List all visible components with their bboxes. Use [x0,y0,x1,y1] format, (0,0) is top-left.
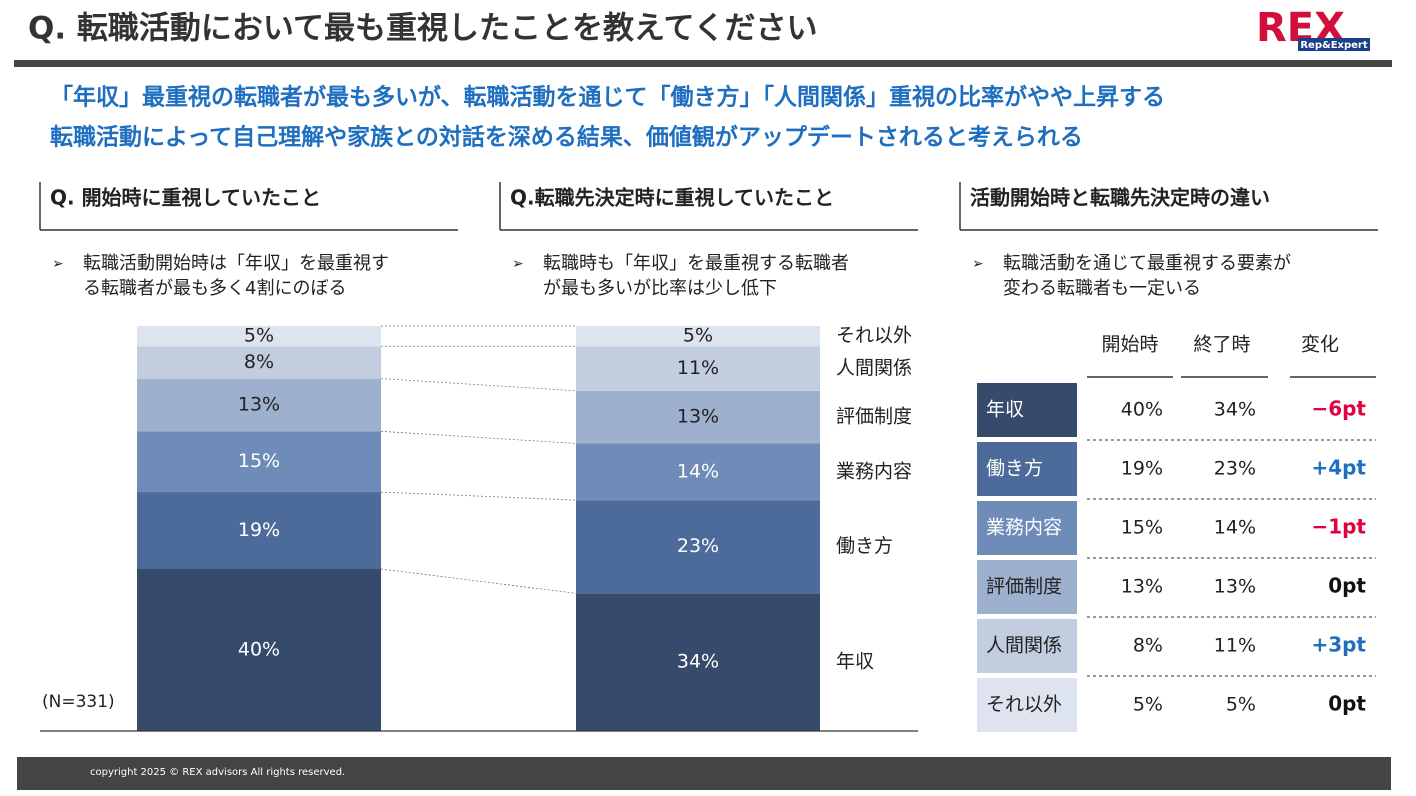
bullet-mark: ➢ [52,256,64,272]
value-label: 8% [244,351,274,373]
row-label-box [977,619,1077,673]
cell: 13% [1121,576,1163,598]
panel-heading: Q. 開始時に重視していたこと [50,186,321,210]
title-rule [14,60,1392,67]
logo-band [1298,38,1370,51]
cell: 34% [1214,399,1256,421]
row-label: 人間関係 [986,635,1062,657]
row-label: 評価制度 [986,576,1062,598]
cell: 40% [1121,399,1163,421]
series-label: 評価制度 [836,406,912,428]
value-label: 15% [238,450,280,472]
panel-heading: Q.転職先決定時に重視していたこと [510,186,834,210]
logo-sub: Rep&Expert [1300,40,1368,51]
bullet-mark: ➢ [512,256,524,272]
bullet-mark: ➢ [972,256,984,272]
row-label: 年収 [986,399,1024,421]
bar-segment [137,492,381,569]
bullet-text: る転職者が最も多く4割にのぼる [83,278,346,299]
value-label: 11% [677,357,719,379]
change: 0pt [1328,574,1366,598]
value-label: 5% [244,325,274,347]
bar-segment [576,500,820,594]
connector [380,491,577,501]
table-header: 開始時 [1101,334,1158,356]
connector [380,568,577,594]
cell: 14% [1214,517,1256,539]
series-label: 業務内容 [836,460,912,482]
series-label: 働き方 [836,535,893,557]
cell: 5% [1226,694,1256,716]
cell: 19% [1121,458,1163,480]
change: −6pt [1311,397,1366,421]
cell: 15% [1121,517,1163,539]
row-label-box [977,383,1077,437]
bar-segment [137,378,381,432]
row-label-box [977,560,1077,614]
series-label: 年収 [836,651,874,673]
bullet-text: が最も多いが比率は少し低下 [543,278,777,299]
footer-bar [17,757,1391,790]
title: Q. 転職活動において最も重視したことを教えてください [28,11,818,47]
bar-segment [137,326,381,347]
bar-segment [576,346,820,391]
cell: 13% [1214,576,1256,598]
bullet-text: 変わる転職者も一定いる [1003,278,1201,299]
bullet-text: 転職活動を通じて最重視する要素が [1003,253,1291,274]
bar-segment [137,569,381,731]
bar-segment [576,443,820,501]
cell: 8% [1133,635,1163,657]
series-label: 人間関係 [836,357,912,379]
row-label: 業務内容 [986,517,1062,539]
bullet-text: 転職活動開始時は「年収」を最重視す [83,253,389,274]
change: +4pt [1311,456,1366,480]
footer: copyright 2025 © REX advisors All rights… [90,767,345,778]
sample-note: (N=331) [42,692,115,712]
row-label: それ以外 [986,694,1062,716]
bar-segment [576,390,820,444]
value-label: 5% [683,325,713,347]
bar-segment [137,431,381,493]
value-label: 14% [677,460,719,482]
value-label: 34% [677,651,719,673]
row-label-box [977,442,1077,496]
change: +3pt [1311,633,1366,657]
panel-heading: 活動開始時と転職先決定時の違い [970,186,1270,210]
change: −1pt [1311,515,1366,539]
cell: 23% [1214,458,1256,480]
bar-segment [137,346,381,379]
value-label: 23% [677,535,719,557]
change: 0pt [1328,692,1366,716]
cell: 11% [1214,635,1256,657]
series-label: それ以外 [836,325,912,347]
cell: 5% [1133,694,1163,716]
value-label: 13% [238,393,280,415]
row-label-box [977,501,1077,555]
table-header: 終了時 [1193,334,1250,356]
bar-segment [576,593,820,731]
value-label: 13% [677,406,719,428]
value-label: 40% [238,639,280,661]
connector [380,378,577,392]
connector [380,430,577,444]
bar-segment [576,326,820,347]
bullet-text: 転職時も「年収」を最重視する転職者 [543,253,849,274]
table-header: 変化 [1301,334,1339,356]
headline: 「年収」最重視の転職者が最も多いが、転職活動を通じて「働き方」「人間関係」重視の… [50,84,1165,111]
headline: 転職活動によって自己理解や家族との対話を深める結果、価値観がアップデートされると… [50,124,1083,151]
value-label: 19% [238,519,280,541]
row-label-box [977,678,1077,732]
row-label: 働き方 [986,458,1043,480]
